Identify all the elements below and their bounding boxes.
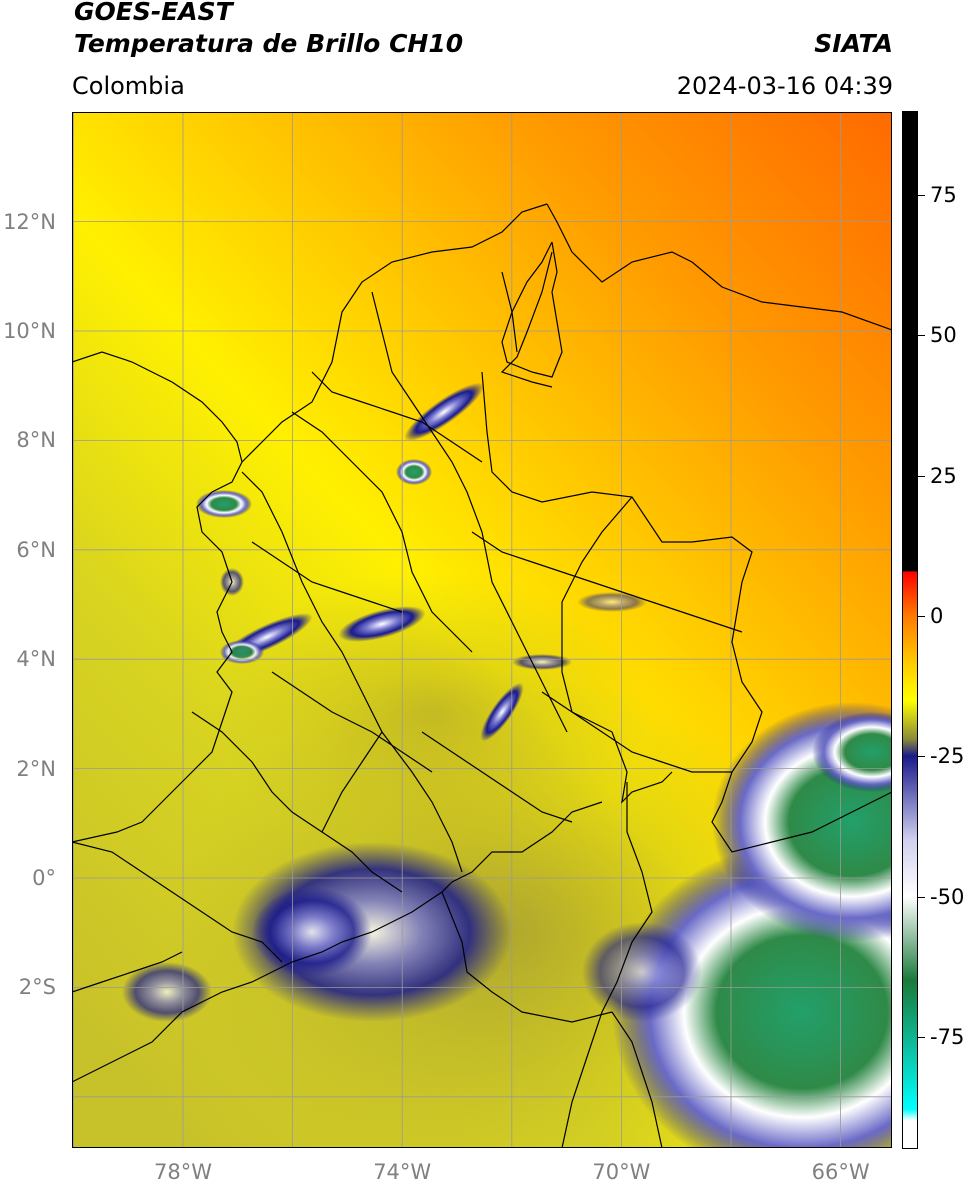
longitude-tick-label: 70°W bbox=[592, 1160, 651, 1184]
colorbar-tick-mark bbox=[918, 1036, 925, 1038]
latitude-tick-label: 10°N bbox=[3, 319, 56, 343]
organization-label: SIATA bbox=[814, 29, 893, 58]
latitude-tick-label: 8°N bbox=[16, 428, 56, 453]
latitude-tick-label: 2°N bbox=[16, 756, 56, 781]
longitude-tick-label: 66°W bbox=[811, 1160, 870, 1184]
latitude-tick-label: 0° bbox=[32, 866, 56, 890]
colorbar-tick-label: 25 bbox=[930, 463, 957, 488]
latitude-tick-label: 6°N bbox=[16, 537, 56, 562]
product-title: Temperatura de Brillo CH10 bbox=[74, 29, 464, 58]
colorbar bbox=[902, 111, 918, 1149]
colorbar-tick-label: -25 bbox=[930, 744, 965, 769]
colorbar-tick-mark bbox=[918, 335, 925, 337]
colorbar-tick-label: -50 bbox=[930, 884, 965, 909]
map-frame bbox=[72, 112, 892, 1148]
latitude-tick-label: 12°N bbox=[3, 209, 56, 234]
colorbar-tick-mark bbox=[918, 756, 925, 758]
colorbar-tick-mark bbox=[918, 896, 925, 898]
colorbar-tick-mark bbox=[918, 475, 925, 477]
colorbar-tick-label: 0 bbox=[930, 603, 944, 628]
latitude-tick-label: 4°N bbox=[16, 647, 56, 672]
colorbar-tick-label: -75 bbox=[930, 1024, 965, 1049]
colorbar-tick-label: 50 bbox=[930, 323, 957, 348]
satellite-title: GOES-EAST bbox=[74, 0, 233, 26]
region-label: Colombia bbox=[72, 72, 185, 100]
longitude-tick-label: 74°W bbox=[373, 1160, 432, 1184]
timestamp-label: 2024-03-16 04:39 bbox=[676, 72, 893, 100]
colorbar-tick-label: 75 bbox=[930, 183, 957, 208]
longitude-tick-label: 78°W bbox=[154, 1160, 212, 1184]
brightness-temperature-map bbox=[72, 112, 892, 1148]
latitude-tick-label: 2°S bbox=[18, 975, 56, 1000]
political-boundaries bbox=[72, 203, 892, 1148]
colorbar-tick-mark bbox=[918, 195, 925, 197]
colorbar-tick-mark bbox=[918, 615, 925, 617]
